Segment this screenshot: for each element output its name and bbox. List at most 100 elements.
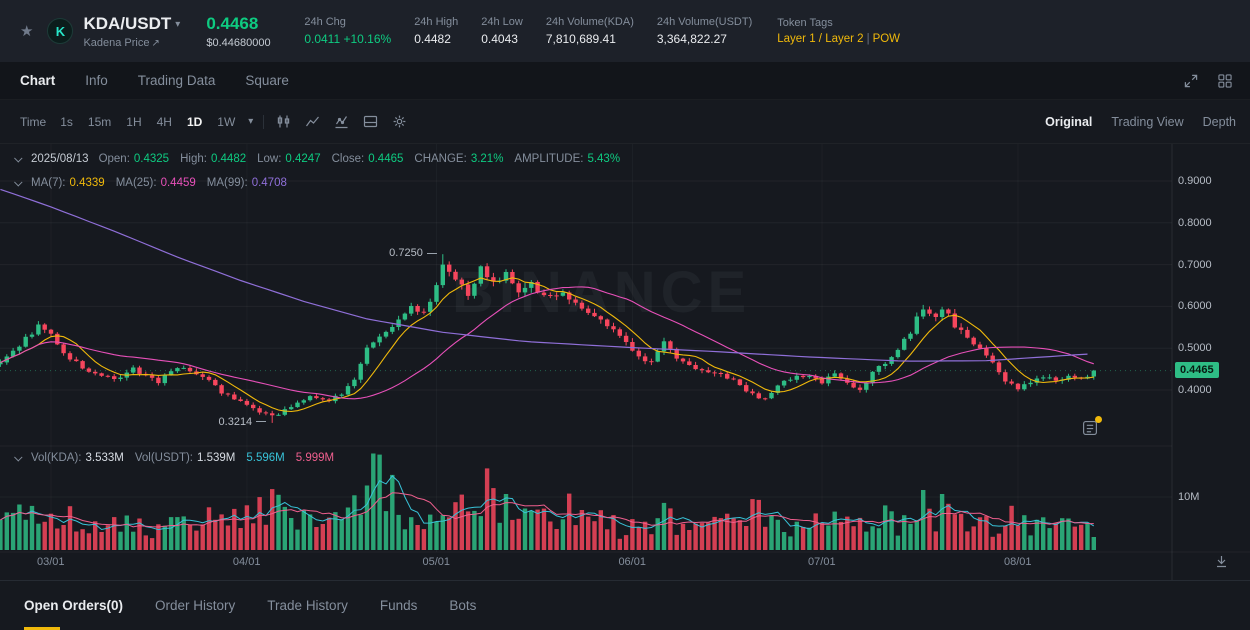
volume-bar <box>832 511 837 550</box>
volume-bar <box>1003 525 1008 550</box>
volume-bar <box>478 516 483 550</box>
candle-body <box>131 367 136 373</box>
tab-trading-data[interactable]: Trading Data <box>137 73 216 88</box>
volume-bar <box>200 524 205 550</box>
volume-bar <box>1085 522 1090 550</box>
volume-bar <box>86 533 92 550</box>
volume-bar <box>655 518 660 550</box>
volume-bar <box>756 499 761 550</box>
candle-body <box>206 376 212 380</box>
bottom-tab-open-orders-0[interactable]: Open Orders(0) <box>24 581 123 630</box>
candle-body <box>491 277 496 282</box>
stat-value: 3,364,822.27 <box>656 32 727 46</box>
time-axis-label: 08/01 <box>1003 556 1032 568</box>
chart-mode-depth[interactable]: Depth <box>1202 114 1236 129</box>
candle-body <box>301 400 306 403</box>
volume-bar <box>661 502 667 550</box>
interval-dropdown-caret-icon[interactable]: ▾ <box>248 116 254 127</box>
volume-bar <box>10 512 16 550</box>
candle-body <box>693 365 698 370</box>
chart-mode-trading-view[interactable]: Trading View <box>1111 114 1184 129</box>
chart-mode-original[interactable]: Original <box>1045 114 1093 129</box>
candle-body <box>61 344 66 354</box>
volume-bar <box>206 507 212 550</box>
settings-gear-icon[interactable] <box>392 114 407 129</box>
token-tag-pow[interactable]: POW <box>872 33 901 45</box>
pair-selector[interactable]: KDA/USDT ▾ <box>83 14 180 34</box>
volume-bar <box>737 520 743 550</box>
candle-body <box>244 400 250 405</box>
chart-toolbar: Time 1s 15m 1H 4H 1D 1W ▾ Original Trading Vie… <box>0 100 1250 144</box>
high-tick-line <box>426 252 437 254</box>
stat-24h-high: 24h High 0.4482 <box>414 16 458 46</box>
tab-chart[interactable]: Chart <box>20 73 56 88</box>
volume-bar <box>725 513 730 550</box>
volume-bar <box>927 508 932 550</box>
candle-body <box>541 292 547 296</box>
bottom-tab-order-history[interactable]: Order History <box>155 598 236 613</box>
interval-1d[interactable]: 1D <box>186 114 203 129</box>
bottom-tab-trade-history[interactable]: Trade History <box>267 598 348 613</box>
volume-bar <box>491 488 496 550</box>
time-axis-label: 06/01 <box>618 556 646 568</box>
layout-grid-icon[interactable] <box>1218 73 1232 88</box>
candle-body <box>295 402 300 408</box>
volume-bar <box>971 526 976 550</box>
bottom-tab-funds[interactable]: Funds <box>379 598 418 613</box>
volume-bar <box>744 526 749 550</box>
candle-body <box>800 375 806 378</box>
interval-4h[interactable]: 4H <box>156 114 172 129</box>
market-activities-icon[interactable] <box>1082 416 1102 436</box>
favorite-star-icon[interactable]: ★ <box>20 23 34 40</box>
volume-bar <box>213 519 218 550</box>
volume-bar <box>1015 525 1021 550</box>
candle-body <box>560 292 566 296</box>
interval-15m[interactable]: 15m <box>87 114 112 129</box>
coin-price-link[interactable]: Kadena Price ↗ <box>83 37 180 49</box>
candlestick-chart-canvas[interactable] <box>0 144 1250 580</box>
indicators-icon[interactable] <box>334 114 349 129</box>
candle-body <box>706 370 711 373</box>
candle-body <box>409 306 414 314</box>
ma-label: MA(7): <box>31 177 66 189</box>
candle-body <box>314 396 319 399</box>
ohlc-value: 0.4482 <box>210 153 247 165</box>
volume-bar <box>55 528 60 550</box>
tab-square[interactable]: Square <box>245 73 289 88</box>
panel-layout-icon[interactable] <box>363 114 378 129</box>
fullscreen-icon[interactable] <box>1184 74 1198 88</box>
ma-collapse-chevron-icon[interactable] <box>14 178 23 187</box>
tab-info[interactable]: Info <box>85 73 108 88</box>
candle-body <box>453 271 458 280</box>
interval-1h[interactable]: 1H <box>126 114 142 129</box>
line-chart-icon[interactable] <box>305 114 320 129</box>
volume-bar <box>579 510 585 550</box>
ma-value: 0.4339 <box>69 177 105 189</box>
candle-body <box>149 375 155 378</box>
interval-1s[interactable]: 1s <box>60 114 73 129</box>
scroll-to-latest-icon[interactable] <box>1214 554 1229 569</box>
candle-body <box>472 283 477 296</box>
bottom-tab-bots[interactable]: Bots <box>449 598 477 613</box>
candle-body <box>263 412 269 414</box>
stat-value: 7,810,689.41 <box>545 32 616 46</box>
candle-body <box>168 371 174 375</box>
candle-body <box>1009 381 1014 384</box>
interval-1w[interactable]: 1W <box>217 114 236 129</box>
volume-bar <box>598 510 603 550</box>
token-tags-separator: | <box>866 33 870 45</box>
ohlc-collapse-chevron-icon[interactable] <box>14 154 23 163</box>
ohlc-value: 0.4247 <box>285 153 321 165</box>
candle-body <box>838 373 844 379</box>
stat-value: 0.4043 <box>481 32 518 46</box>
candle-body <box>699 369 705 371</box>
market-stats: 24h Chg 0.0411 +10.16% 24h High 0.4482 24h L… <box>304 16 775 46</box>
volume-bar <box>958 513 964 550</box>
time-axis-label: 05/01 <box>422 556 451 568</box>
volume-bar <box>263 524 269 550</box>
volume-values: Vol(KDA): 3.533M Vol(USDT): 1.539M 5.596M 5.9… <box>31 452 345 464</box>
kadena-logo: K <box>47 18 74 44</box>
chart-type-icon[interactable] <box>276 114 291 129</box>
token-tag-layers[interactable]: Layer 1 / Layer 2 <box>777 33 864 45</box>
volume-collapse-chevron-icon[interactable] <box>14 453 23 462</box>
